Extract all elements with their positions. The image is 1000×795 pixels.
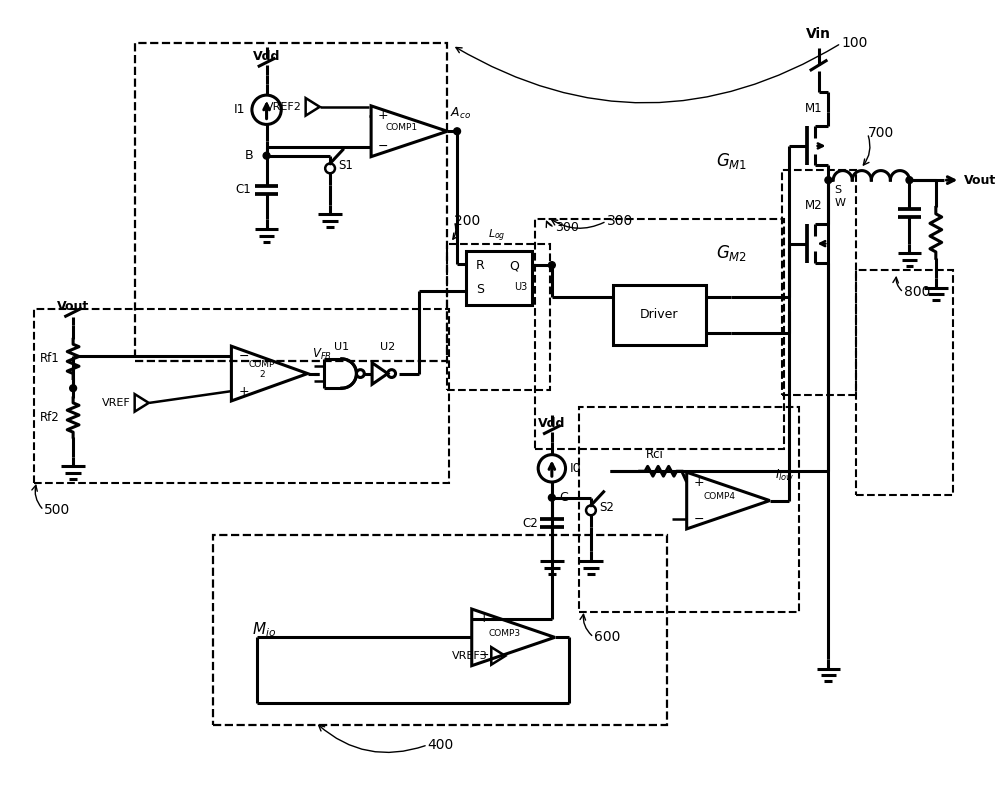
Text: Vout: Vout: [57, 300, 89, 313]
Text: 500: 500: [44, 503, 70, 518]
Text: I1: I1: [234, 103, 245, 116]
Bar: [856, 270, 953, 494]
Bar: [613, 285, 706, 345]
Bar: [535, 219, 784, 449]
Text: W: W: [834, 198, 845, 207]
Circle shape: [263, 153, 270, 159]
Text: $A_{co}$: $A_{co}$: [450, 107, 471, 122]
Text: $L_{og}$: $L_{og}$: [488, 227, 506, 243]
Bar: [579, 407, 799, 612]
Text: Rf1: Rf1: [40, 352, 59, 366]
Text: −: −: [378, 141, 388, 153]
Text: +: +: [479, 612, 489, 626]
Text: S: S: [476, 283, 484, 297]
Text: S2: S2: [599, 501, 614, 514]
Text: 300: 300: [555, 221, 579, 234]
Text: VREF2: VREF2: [266, 102, 302, 112]
Text: $G_{M1}$: $G_{M1}$: [716, 150, 747, 171]
Text: Q: Q: [509, 259, 519, 273]
Text: S: S: [834, 185, 841, 195]
Text: $G_{M2}$: $G_{M2}$: [716, 243, 747, 263]
Text: 200: 200: [454, 214, 480, 228]
Text: VREF: VREF: [102, 398, 131, 408]
Text: 600: 600: [594, 630, 620, 645]
Circle shape: [70, 385, 77, 392]
Circle shape: [906, 176, 913, 184]
Text: Vdd: Vdd: [538, 417, 566, 430]
Circle shape: [825, 176, 832, 184]
Text: $V_{FB}$: $V_{FB}$: [312, 347, 332, 362]
Text: R: R: [476, 259, 485, 273]
Text: Rf2: Rf2: [40, 411, 59, 424]
Text: VREF3: VREF3: [452, 651, 487, 661]
Bar: [466, 251, 532, 304]
Text: −: −: [238, 350, 249, 363]
Text: +: +: [378, 109, 389, 122]
Circle shape: [548, 494, 555, 501]
Text: 400: 400: [428, 738, 454, 752]
Bar: [135, 44, 447, 361]
Text: 300: 300: [607, 214, 633, 228]
Text: $M_{io}$: $M_{io}$: [252, 620, 276, 639]
Text: Driver: Driver: [640, 308, 679, 321]
Circle shape: [548, 262, 555, 269]
Text: COMP
2: COMP 2: [249, 360, 275, 379]
Text: −: −: [694, 513, 704, 525]
Text: I0: I0: [569, 462, 581, 475]
Circle shape: [454, 128, 461, 134]
Text: 100: 100: [841, 37, 867, 50]
Text: Vout: Vout: [964, 173, 996, 187]
Text: 700: 700: [867, 126, 894, 140]
Text: S1: S1: [338, 159, 353, 172]
Bar: [447, 243, 550, 390]
Text: $I_{low}$: $I_{low}$: [775, 468, 794, 483]
Text: +: +: [694, 475, 704, 488]
Text: COMP4: COMP4: [704, 492, 736, 501]
Text: Vdd: Vdd: [253, 50, 280, 63]
Text: Rci: Rci: [646, 448, 663, 461]
Text: COMP1: COMP1: [386, 123, 418, 132]
Text: Vin: Vin: [806, 27, 831, 41]
Text: B: B: [244, 149, 253, 162]
Text: C2: C2: [522, 517, 538, 529]
Text: −: −: [479, 650, 489, 662]
Text: M1: M1: [805, 102, 823, 114]
Bar: [213, 535, 667, 725]
Text: COMP3: COMP3: [489, 629, 521, 638]
Text: 800: 800: [904, 285, 930, 300]
Bar: [34, 309, 449, 483]
Bar: [782, 170, 856, 395]
Text: M2: M2: [805, 200, 823, 212]
Text: C: C: [560, 491, 568, 504]
Text: U1: U1: [334, 342, 349, 352]
Text: U3: U3: [514, 282, 527, 293]
Text: U2: U2: [380, 342, 395, 352]
Text: +: +: [238, 385, 249, 398]
Text: C1: C1: [235, 184, 251, 196]
